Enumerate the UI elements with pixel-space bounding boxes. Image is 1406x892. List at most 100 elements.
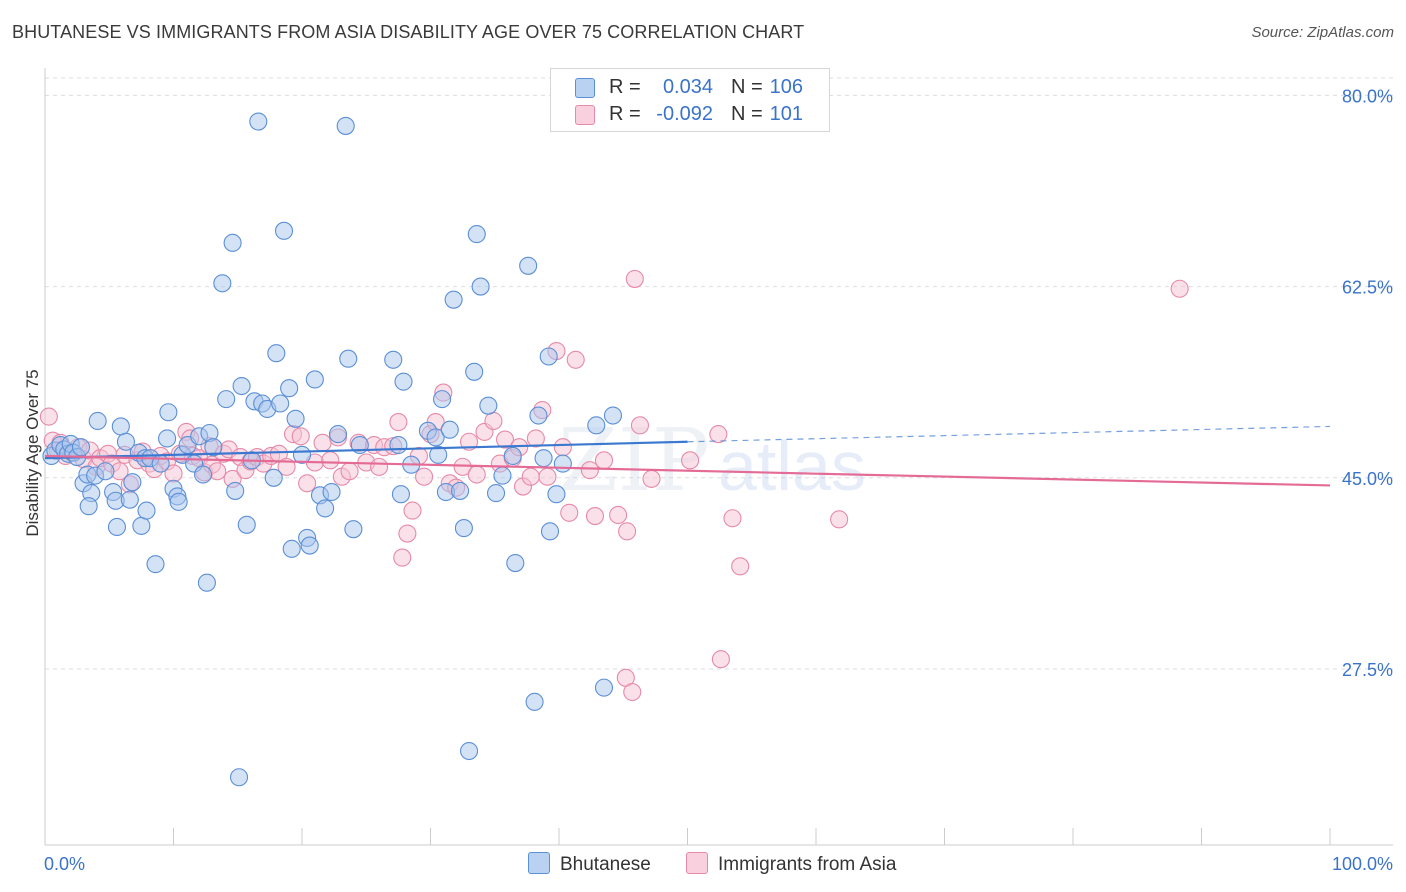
legend-n-value: 106 [769, 76, 803, 98]
data-point-immigrants [711, 650, 730, 669]
data-point-bhutanese [96, 462, 115, 481]
data-point-bhutanese [274, 221, 294, 240]
data-point-immigrants [398, 524, 417, 543]
data-point-immigrants [340, 462, 359, 481]
y-tick-label: 45.0% [1342, 469, 1393, 489]
watermark: ZIP atlas [558, 411, 866, 511]
legend-r-label: R = [609, 103, 641, 125]
data-point-bhutanese [226, 481, 245, 500]
data-point-immigrants [291, 427, 310, 446]
legend-n-label: N = [731, 76, 763, 98]
legend-r-value: 0.034 [662, 76, 713, 98]
data-point-bhutanese [282, 539, 301, 558]
data-point-bhutanese [503, 446, 522, 466]
data-point-immigrants [298, 474, 317, 493]
y-tick-label: 27.5% [1342, 660, 1393, 680]
data-point-immigrants [580, 461, 599, 480]
data-point-bhutanese [111, 417, 130, 436]
data-point-immigrants [495, 430, 515, 449]
bottom-legend-swatch-blue [528, 852, 550, 874]
y-tick-label: 62.5% [1342, 278, 1393, 298]
data-point-bhutanese [493, 466, 512, 485]
source-label: Source: ZipAtlas.com [1251, 24, 1394, 41]
data-point-bhutanese [553, 454, 572, 473]
data-point-bhutanese [328, 425, 348, 444]
data-point-bhutanese [451, 481, 470, 500]
data-point-immigrants [618, 522, 637, 541]
data-point-bhutanese [197, 573, 216, 592]
data-point-bhutanese [547, 485, 566, 504]
data-point-bhutanese [471, 277, 490, 296]
series-bhutanese [42, 112, 623, 787]
data-point-bhutanese [137, 501, 156, 520]
data-point-bhutanese [322, 482, 341, 502]
data-point-bhutanese [169, 492, 188, 511]
data-point-immigrants [630, 416, 650, 435]
data-point-bhutanese [394, 372, 413, 391]
data-point-immigrants [731, 557, 750, 576]
data-point-bhutanese [433, 390, 452, 409]
data-point-bhutanese [594, 678, 614, 697]
data-point-immigrants [389, 413, 408, 432]
data-point-immigrants [403, 501, 422, 520]
data-point-immigrants [594, 451, 614, 470]
data-point-immigrants [393, 548, 412, 567]
data-point-immigrants [709, 425, 728, 444]
legend-r-label: R = [609, 76, 641, 98]
data-point-bhutanese [88, 411, 107, 431]
data-point-immigrants [609, 505, 628, 525]
data-point-bhutanese [486, 484, 506, 503]
bottom-legend-immigrants: Immigrants from Asia [686, 852, 896, 876]
bottom-legend-swatch-pink [686, 852, 708, 874]
data-point-immigrants [830, 510, 849, 529]
x-tick-label: 0.0% [44, 854, 85, 874]
bottom-legend-label: Bhutanese [560, 854, 651, 875]
data-point-bhutanese [316, 499, 335, 518]
data-point-bhutanese [204, 438, 223, 457]
data-point-bhutanese [223, 233, 242, 252]
data-point-immigrants [370, 457, 389, 476]
data-point-bhutanese [603, 406, 623, 425]
data-point-bhutanese [525, 692, 544, 711]
data-point-bhutanese [229, 768, 249, 787]
data-point-bhutanese [459, 741, 479, 761]
legend-box: R = 0.034 N = 106 R = -0.092 N = 101 [550, 68, 830, 132]
data-point-immigrants [526, 429, 545, 448]
data-point-immigrants [642, 469, 661, 488]
data-point-bhutanese [344, 520, 363, 539]
bottom-legend-bhutanese: Bhutanese [528, 852, 651, 876]
data-point-bhutanese [267, 344, 286, 363]
data-point-bhutanese [587, 416, 606, 435]
data-point-bhutanese [336, 116, 355, 135]
data-point-bhutanese [540, 522, 560, 541]
trendline-immigrants [44, 454, 1331, 487]
data-point-bhutanese [286, 409, 305, 428]
data-point-bhutanese [120, 490, 139, 509]
data-point-immigrants [585, 507, 605, 526]
trendlines [44, 425, 1331, 487]
gridlines [45, 77, 1393, 670]
data-point-bhutanese [384, 350, 403, 369]
data-point-immigrants [681, 451, 700, 470]
legend-r-value: -0.092 [656, 103, 713, 125]
data-point-immigrants [1170, 279, 1189, 298]
data-point-bhutanese [429, 445, 448, 464]
y-axis-label: Disability Age Over 75 [23, 369, 42, 537]
data-point-immigrants [538, 467, 557, 486]
data-point-bhutanese [339, 349, 358, 368]
data-point-bhutanese [107, 517, 127, 537]
data-point-immigrants [553, 438, 572, 457]
legend-row-bhutanese: R = 0.034 N = 106 [551, 74, 829, 100]
data-point-bhutanese [158, 429, 177, 448]
data-point-bhutanese [467, 225, 486, 244]
data-point-bhutanese [519, 256, 538, 275]
data-point-bhutanese [465, 362, 484, 381]
data-point-bhutanese [159, 403, 178, 422]
data-point-bhutanese [232, 376, 251, 396]
data-point-immigrants [723, 509, 742, 528]
data-point-bhutanese [534, 449, 553, 468]
legend-n-value: 101 [769, 103, 803, 125]
data-point-bhutanese [213, 274, 232, 293]
data-point-immigrants [625, 269, 644, 288]
data-point-bhutanese [71, 438, 91, 457]
